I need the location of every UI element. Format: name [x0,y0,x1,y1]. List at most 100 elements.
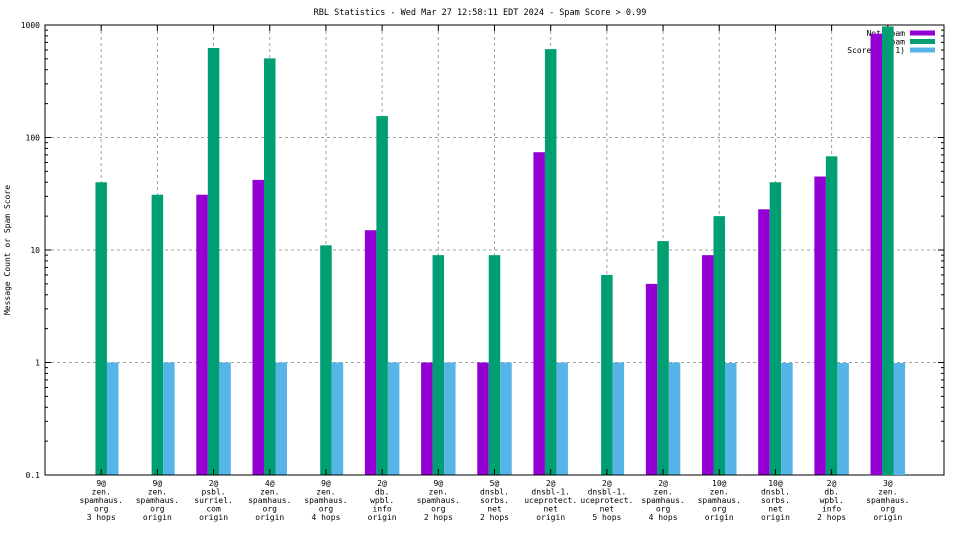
x-tick-label-line: 2 hops [480,513,509,522]
bar-not-spam [196,194,208,476]
x-tick-label-line: spamhaus. [80,496,123,505]
x-tick-label-line: org [656,505,671,514]
bar-spam [432,255,445,475]
x-tick-label-line: spamhaus. [136,496,179,505]
bar-spam [151,194,164,476]
bar-not-spam [477,362,489,475]
x-tick-label-line: origin [255,513,284,522]
bar-score-0-1 [387,362,400,475]
x-tick-label-line: 9@ [321,479,331,488]
bar-score-0-1 [781,362,793,475]
x-tick-label-line: origin [143,513,172,522]
x-tick-label: 9@ zen. spamhaus. org origin [136,479,179,522]
x-tick-label: 5@ dnsbl. sorbs. net 2 hops [480,479,509,522]
x-tick-label-line: sorbs. [761,496,790,505]
bar-spam [825,156,838,475]
x-tick-label-line: zen. [260,488,279,497]
x-tick-label-line: psbl. [202,488,226,497]
x-tick-label-line: origin [199,513,228,522]
x-tick-label-line: zen. [710,488,729,497]
x-tick-label-line: 4@ [265,479,275,488]
bar-not-spam [702,255,714,475]
x-tick-label-line: org [150,505,165,514]
x-tick-label-line: surriel. [194,496,233,505]
x-tick-label-line: 2 hops [424,513,453,522]
x-tick-label-line: info [822,505,841,514]
y-tick-label: 100 [26,134,41,143]
bar-score-0-1 [556,362,568,475]
x-tick-label-line: 2 hops [817,513,846,522]
x-tick-label-line: origin [705,513,734,522]
x-tick-label-line: spamhaus. [641,496,684,505]
x-tick-label-line: db. [375,488,389,497]
x-tick-label-line: 5 hops [592,513,621,522]
legend-label: Spam [886,38,905,47]
x-tick-label-line: wpbl. [820,496,844,505]
legend-swatch [910,39,935,44]
x-tick-label-line: com [206,505,221,514]
x-tick-label-line: 2@ [602,479,612,488]
bar-spam [544,49,557,476]
x-tick-label-line: 4 hops [649,513,678,522]
x-tick-label-line: org [881,505,896,514]
x-tick-label: 10@ zen. spamhaus. org origin [698,479,741,522]
bar-score-0-1 [837,362,849,475]
x-tick-label-line: spamhaus. [698,496,741,505]
x-tick-label-line: 2@ [546,479,556,488]
bar-spam [376,116,388,476]
x-tick-label-line: zen. [92,488,111,497]
x-tick-label-line: origin [873,513,902,522]
x-tick-label: 2@ psbl. surriel. com origin [194,479,233,522]
x-tick-label-line: org [319,505,334,514]
x-tick-label-line: zen. [429,488,448,497]
x-tick-label-line: net [487,505,502,514]
x-tick-label-line: 2@ [377,479,387,488]
x-tick-label-line: uceprotect. [524,496,577,505]
bar-spam [601,274,613,475]
x-tick-label-line: db. [824,488,838,497]
bar-spam [769,182,782,475]
x-tick-label-line: zen. [653,488,672,497]
x-tick-label-line: org [94,505,109,514]
x-tick-label-line: origin [536,513,565,522]
y-axis-label: Message Count or Spam Score [3,185,12,315]
bar-score-0-1 [612,362,625,475]
x-tick-label: 2@ db. wpbl. info 2 hops [817,479,846,522]
x-tick-label-line: net [600,505,615,514]
x-tick-label-line: origin [368,513,397,522]
y-tick-label: 1000 [21,21,40,30]
x-tick-label: 9@ zen. spamhaus. org 2 hops [417,479,460,522]
x-tick-label-line: 10@ [768,479,783,488]
legend-swatch [910,47,935,53]
x-tick-label-line: origin [761,513,790,522]
bar-score-0-1 [668,362,681,475]
bar-score-0-1 [444,362,456,475]
bar-not-spam [533,152,545,475]
x-tick-label-line: 9@ [153,479,163,488]
bar-not-spam [645,283,658,475]
y-tick-label: 0.1 [26,471,41,480]
y-tick-label: 10 [30,246,40,255]
x-tick-label-line: dnsbl. [761,488,790,497]
x-tick-label-line: dnsbl. [480,488,509,497]
bar-score-0-1 [331,362,344,475]
bars [95,26,906,476]
bar-not-spam [758,209,770,476]
bar-overlay [893,362,906,475]
x-tick-label-line: wpbl. [370,496,394,505]
bar-spam [657,241,669,475]
x-tick-label-line: zen. [148,488,167,497]
bar-spam [95,182,107,475]
x-tick-label-line: zen. [878,488,897,497]
x-tick-label-line: uceprotect. [580,496,633,505]
x-tick-label: 9@ zen. spamhaus. org 4 hops [304,479,347,522]
x-tick-label-line: 3 hops [87,513,116,522]
x-tick-label-line: 10@ [712,479,727,488]
bar-not-spam [252,179,264,475]
legend-swatch [910,30,935,36]
x-tick-label-line: 9@ [433,479,443,488]
x-tick-label-line: 9@ [96,479,106,488]
